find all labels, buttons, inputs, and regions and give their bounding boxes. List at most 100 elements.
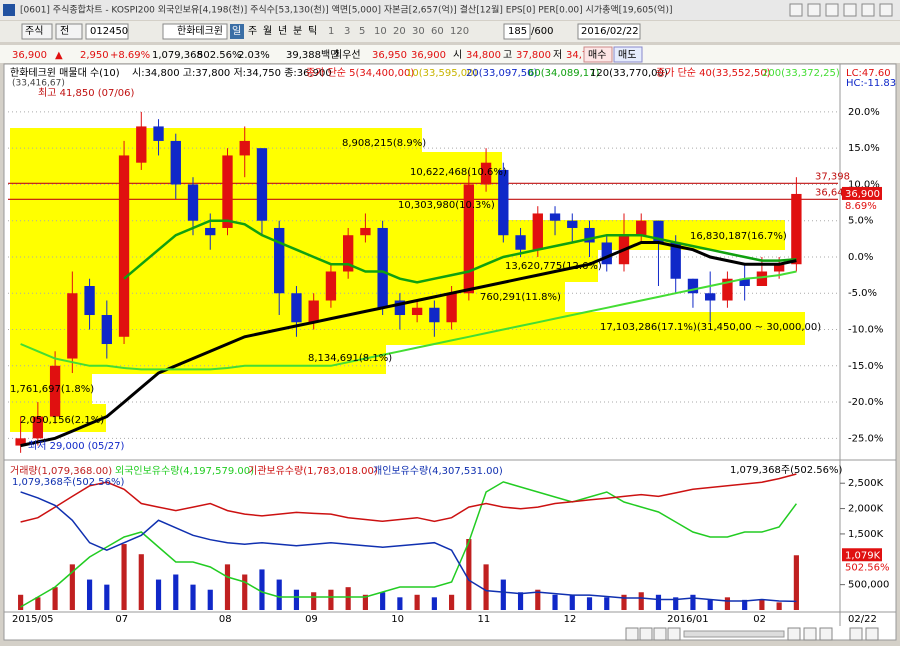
plot: 20.0% 15.0% 10.0% 5.0% 0.0% -5.0% -10.0% -15.0%… bbox=[8, 107, 883, 610]
x-tick-label: 09 bbox=[305, 614, 318, 625]
win-btn[interactable] bbox=[861, 3, 875, 17]
chart-title: 한화테크윈 매물대 수(10) bbox=[10, 67, 120, 79]
y-tick-label: 20.0% bbox=[848, 107, 880, 118]
low-label: 저 bbox=[553, 49, 562, 61]
period[interactable]: 분 bbox=[293, 25, 302, 37]
candle-body bbox=[394, 300, 406, 316]
code-input[interactable] bbox=[85, 23, 129, 40]
volume-bar bbox=[380, 592, 386, 610]
minute[interactable]: 10 bbox=[374, 26, 387, 37]
market-select[interactable] bbox=[21, 23, 53, 40]
period[interactable]: 년 bbox=[278, 25, 287, 37]
candle-body bbox=[463, 184, 475, 294]
candle-body bbox=[205, 227, 216, 236]
minute[interactable]: 30 bbox=[412, 26, 425, 37]
stock-name: 한화테크윈 bbox=[177, 25, 223, 37]
x-tick-label: 10 bbox=[391, 614, 404, 625]
win-btn[interactable] bbox=[879, 3, 893, 17]
last-rate: 8.69% bbox=[845, 201, 877, 212]
candle-body bbox=[549, 213, 561, 221]
scope-select[interactable] bbox=[55, 23, 83, 40]
holding-line bbox=[20, 491, 797, 603]
candle-body bbox=[739, 278, 750, 286]
nav-btn[interactable] bbox=[849, 627, 863, 641]
open-label: 시 bbox=[453, 49, 462, 61]
sell[interactable]: 매도 bbox=[618, 49, 636, 61]
candle-body bbox=[584, 227, 595, 243]
minute[interactable]: 60 bbox=[431, 26, 444, 37]
legend-entry: 200(33,372,25) bbox=[762, 68, 840, 79]
legend-entry: 20(33,097,50) bbox=[466, 68, 538, 79]
turnover: 2.03% bbox=[238, 50, 270, 61]
volume-bar bbox=[224, 564, 231, 610]
volume-band bbox=[10, 180, 500, 220]
minute[interactable]: 1 bbox=[328, 26, 334, 37]
window-controls[interactable] bbox=[789, 3, 893, 17]
volume-bar bbox=[328, 589, 334, 610]
volume-bar bbox=[104, 584, 110, 610]
name-box[interactable] bbox=[162, 23, 228, 40]
holding-line bbox=[20, 473, 797, 523]
chart-subtitle: 시:34,800 고:37,800 저:34,750 종:36,900 bbox=[132, 67, 332, 79]
nav-btn[interactable] bbox=[819, 627, 833, 641]
candle-body bbox=[377, 227, 388, 308]
count: 185 bbox=[508, 26, 527, 37]
y-tick-label: 2,500K bbox=[848, 478, 884, 489]
volume-bar bbox=[414, 594, 420, 610]
holding-line bbox=[20, 481, 798, 608]
volume-summary: 1,079,368주(502.56%) bbox=[730, 465, 842, 476]
nav-btn[interactable] bbox=[865, 627, 879, 641]
nav-btn[interactable] bbox=[667, 627, 681, 641]
candle-body bbox=[636, 220, 647, 236]
win-btn[interactable] bbox=[843, 3, 857, 17]
period[interactable]: 틱 bbox=[308, 25, 317, 37]
volume-band bbox=[10, 312, 805, 345]
nav-btn[interactable] bbox=[639, 627, 653, 641]
count-input[interactable] bbox=[503, 23, 531, 40]
period[interactable]: 일 bbox=[232, 25, 241, 37]
date-input[interactable] bbox=[577, 23, 641, 40]
legend-entry: 외국인보유수량(4,197,579.00) bbox=[115, 465, 254, 477]
minute[interactable]: 5 bbox=[359, 26, 365, 37]
price: 36,900 bbox=[12, 50, 47, 61]
period[interactable]: 월 bbox=[263, 25, 272, 37]
nav-btn[interactable] bbox=[653, 627, 667, 641]
code: 012450 bbox=[90, 26, 128, 37]
nav-btn[interactable] bbox=[803, 627, 817, 641]
candle-body bbox=[601, 242, 612, 265]
volume-bar bbox=[759, 599, 765, 610]
scrollbar[interactable] bbox=[683, 630, 785, 638]
nav-btn[interactable] bbox=[625, 627, 639, 641]
candle-body bbox=[670, 242, 681, 279]
x-tick-label: 2016/01 bbox=[667, 614, 709, 625]
win-btn[interactable] bbox=[825, 3, 839, 17]
minute[interactable]: 120 bbox=[450, 26, 469, 37]
minute[interactable]: 20 bbox=[393, 26, 406, 37]
sell-button[interactable] bbox=[613, 46, 643, 63]
win-btn[interactable] bbox=[807, 3, 821, 17]
volume-bar bbox=[293, 589, 300, 610]
volume-bar bbox=[638, 592, 644, 610]
candle-body bbox=[653, 220, 664, 243]
candle-body bbox=[532, 213, 543, 250]
candle-body bbox=[342, 235, 354, 272]
volume-band bbox=[10, 152, 502, 180]
period-active[interactable] bbox=[230, 24, 244, 39]
nav-btn[interactable] bbox=[787, 627, 801, 641]
volume-bar bbox=[52, 587, 58, 610]
period[interactable]: 주 bbox=[248, 26, 257, 37]
candle-body bbox=[429, 307, 440, 323]
volume-bar bbox=[242, 574, 248, 610]
high: 37,800 bbox=[516, 50, 551, 61]
band-label: 760,291(11.8%) bbox=[480, 292, 561, 303]
nav-buttons[interactable] bbox=[625, 627, 879, 641]
candle-body bbox=[480, 162, 492, 185]
buy-button[interactable] bbox=[583, 46, 613, 63]
minute[interactable]: 3 bbox=[344, 26, 350, 37]
win-btn[interactable] bbox=[789, 3, 803, 17]
candle-body bbox=[49, 365, 61, 417]
buy[interactable]: 매수 bbox=[588, 49, 606, 61]
candle-body bbox=[239, 140, 250, 156]
candle-body bbox=[498, 169, 509, 236]
